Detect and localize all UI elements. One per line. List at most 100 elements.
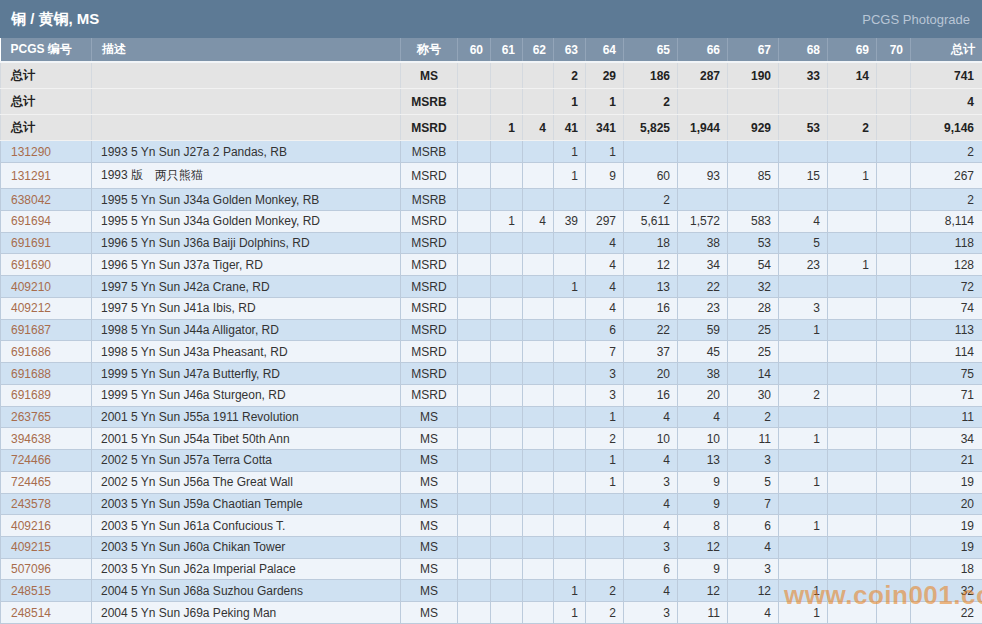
total-cell: 20 — [911, 493, 982, 515]
grade-cell-68 — [779, 450, 828, 472]
grade-cell-65: 4 — [624, 493, 678, 515]
population-table: PCGS 编号描述称号6061626364656667686970总计 总计MS… — [0, 38, 982, 624]
grade-cell-70 — [877, 89, 911, 115]
grade-cell-60 — [458, 580, 491, 602]
pcgs-number-link[interactable]: 691688 — [1, 363, 92, 385]
grade-cell-67 — [728, 89, 779, 115]
pcgs-number-link[interactable]: 248514 — [1, 602, 92, 624]
pcgs-number-link[interactable]: 724466 — [1, 450, 92, 472]
pcgs-number-link[interactable]: 691686 — [1, 341, 92, 363]
designation-cell: MSRD — [401, 232, 458, 254]
description-cell: 1993 版 两只熊猫 — [92, 163, 401, 189]
pcgs-number-link[interactable]: 409210 — [1, 276, 92, 298]
total-cell: 8,114 — [911, 211, 982, 233]
designation-cell: MSRD — [401, 211, 458, 233]
grade-cell-70 — [877, 211, 911, 233]
grade-cell-65: 3 — [624, 602, 678, 624]
designation-cell: MS — [401, 450, 458, 472]
grade-cell-61 — [491, 493, 523, 515]
grade-cell-60 — [458, 363, 491, 385]
grade-cell-70 — [877, 406, 911, 428]
pcgs-number-link[interactable]: 131291 — [1, 163, 92, 189]
pcgs-number-link[interactable]: 263765 — [1, 406, 92, 428]
summary-label: 总计 — [1, 115, 92, 141]
grade-cell-61 — [491, 558, 523, 580]
grade-cell-66: 10 — [678, 428, 728, 450]
pcgs-number-link[interactable]: 691687 — [1, 319, 92, 341]
grade-cell-60 — [458, 254, 491, 276]
grade-cell-66 — [678, 189, 728, 211]
grade-cell-70 — [877, 189, 911, 211]
grade-cell-63 — [554, 471, 586, 493]
grade-cell-65: 3 — [624, 537, 678, 559]
pcgs-number-link[interactable]: 409215 — [1, 537, 92, 559]
total-cell: 21 — [911, 450, 982, 472]
grade-cell-66: 23 — [678, 297, 728, 319]
designation-cell: MS — [401, 558, 458, 580]
grade-cell-63 — [554, 363, 586, 385]
grade-cell-68: 1 — [779, 515, 828, 537]
grade-cell-69 — [828, 297, 877, 319]
grade-cell-68 — [779, 558, 828, 580]
description-cell: 2002 5 Yn Sun J57a Terra Cotta — [92, 450, 401, 472]
pcgs-number-link[interactable]: 248515 — [1, 580, 92, 602]
grade-cell-69 — [828, 384, 877, 406]
pcgs-number-link[interactable]: 409212 — [1, 297, 92, 319]
pcgs-number-link[interactable]: 691694 — [1, 211, 92, 233]
total-cell: 128 — [911, 254, 982, 276]
pcgs-number-link[interactable]: 243578 — [1, 493, 92, 515]
pcgs-number-link[interactable]: 638042 — [1, 189, 92, 211]
column-header-grade-60: 60 — [458, 38, 491, 62]
grade-cell-60 — [458, 62, 491, 89]
description-cell — [92, 115, 401, 141]
grade-cell-65: 2 — [624, 89, 678, 115]
grade-cell-64: 2 — [586, 602, 624, 624]
total-cell: 2 — [911, 141, 982, 163]
grade-cell-67: 12 — [728, 580, 779, 602]
grade-cell-67: 929 — [728, 115, 779, 141]
grade-cell-70 — [877, 297, 911, 319]
pcgs-number-link[interactable]: 131290 — [1, 141, 92, 163]
grade-cell-69 — [828, 428, 877, 450]
grade-cell-62 — [523, 363, 554, 385]
grade-cell-61: 1 — [491, 211, 523, 233]
total-cell: 71 — [911, 384, 982, 406]
grade-cell-68: 5 — [779, 232, 828, 254]
grade-cell-67: 14 — [728, 363, 779, 385]
total-cell: 4 — [911, 89, 982, 115]
grade-cell-62 — [523, 580, 554, 602]
grade-cell-65: 18 — [624, 232, 678, 254]
pcgs-number-link[interactable]: 691689 — [1, 384, 92, 406]
grade-cell-67 — [728, 141, 779, 163]
grade-cell-60 — [458, 89, 491, 115]
grade-cell-70 — [877, 163, 911, 189]
grade-cell-62 — [523, 450, 554, 472]
grade-cell-65: 16 — [624, 297, 678, 319]
grade-cell-68 — [779, 363, 828, 385]
grade-cell-65: 16 — [624, 384, 678, 406]
grade-cell-63 — [554, 558, 586, 580]
pcgs-number-link[interactable]: 724465 — [1, 471, 92, 493]
grade-cell-63 — [554, 232, 586, 254]
grade-cell-67: 3 — [728, 558, 779, 580]
description-cell: 2003 5 Yn Sun J59a Chaotian Temple — [92, 493, 401, 515]
grade-cell-69: 14 — [828, 62, 877, 89]
pcgs-number-link[interactable]: 507096 — [1, 558, 92, 580]
grade-cell-66: 9 — [678, 558, 728, 580]
grade-cell-65: 4 — [624, 450, 678, 472]
table-row: 6916941995 5 Yn Sun J34a Golden Monkey, … — [1, 211, 982, 233]
grade-cell-60 — [458, 141, 491, 163]
pcgs-number-link[interactable]: 691691 — [1, 232, 92, 254]
grade-cell-67: 85 — [728, 163, 779, 189]
grade-cell-60 — [458, 189, 491, 211]
grade-cell-61: 1 — [491, 115, 523, 141]
grade-cell-64 — [586, 537, 624, 559]
pcgs-number-link[interactable]: 691690 — [1, 254, 92, 276]
grade-cell-65: 6 — [624, 558, 678, 580]
pcgs-number-link[interactable]: 409216 — [1, 515, 92, 537]
grade-cell-64: 4 — [586, 297, 624, 319]
pcgs-number-link[interactable]: 394638 — [1, 428, 92, 450]
grade-cell-69 — [828, 580, 877, 602]
grade-cell-69 — [828, 515, 877, 537]
title-bar: 铜 / 黄铜, MS PCGS Photograde — [0, 0, 982, 38]
